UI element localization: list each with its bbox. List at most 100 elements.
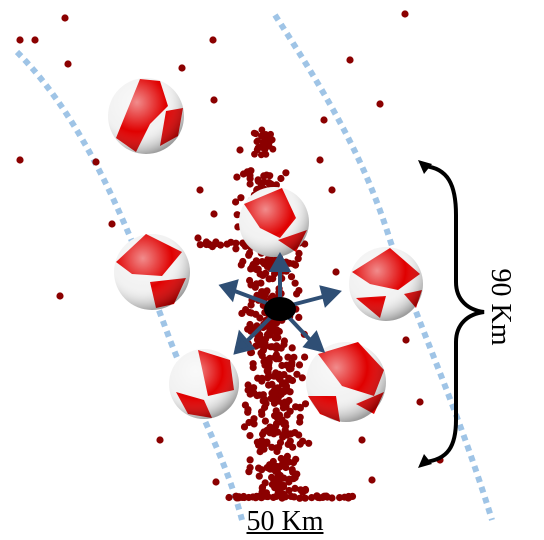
event-dot bbox=[261, 140, 269, 147]
event-dot bbox=[263, 356, 271, 364]
event-dot bbox=[252, 258, 260, 267]
event-dot bbox=[254, 374, 262, 382]
event-dot bbox=[320, 116, 328, 124]
event-dot bbox=[259, 391, 267, 399]
event-dot bbox=[278, 494, 286, 502]
event-dot bbox=[257, 151, 265, 159]
event-dot bbox=[295, 249, 303, 257]
fault-boundary-left bbox=[14, 49, 245, 521]
event-dot bbox=[416, 398, 424, 406]
event-dot bbox=[328, 494, 336, 502]
event-dot bbox=[263, 439, 271, 447]
event-dot bbox=[269, 145, 277, 153]
event-dot bbox=[238, 309, 246, 317]
event-dot bbox=[254, 137, 262, 145]
event-dot bbox=[250, 415, 258, 423]
event-dot bbox=[276, 439, 285, 447]
width-scale-label: 50 Km bbox=[246, 506, 324, 537]
event-dot bbox=[108, 220, 116, 228]
event-dot bbox=[290, 493, 298, 501]
event-dot bbox=[232, 198, 240, 206]
event-dot bbox=[196, 186, 204, 194]
event-dot bbox=[273, 444, 281, 452]
event-dot bbox=[253, 336, 262, 344]
event-dot bbox=[64, 60, 72, 68]
event-dot bbox=[277, 454, 285, 463]
event-dot bbox=[286, 437, 294, 445]
event-dot bbox=[247, 348, 256, 357]
event-dot bbox=[258, 126, 266, 134]
event-dot bbox=[266, 172, 274, 180]
event-dot bbox=[305, 439, 313, 447]
event-dot bbox=[251, 150, 258, 158]
event-dot bbox=[301, 494, 309, 502]
event-dot bbox=[239, 170, 248, 178]
focal-mechanism-icon bbox=[306, 342, 386, 422]
event-dot bbox=[246, 456, 254, 464]
event-dot bbox=[246, 180, 254, 188]
event-dot bbox=[268, 380, 276, 388]
event-dot bbox=[261, 146, 269, 154]
event-dot bbox=[210, 96, 218, 104]
event-dot bbox=[259, 430, 267, 438]
event-dot bbox=[239, 257, 247, 266]
event-dot bbox=[319, 493, 327, 501]
event-dot bbox=[296, 403, 304, 411]
event-dot bbox=[267, 343, 275, 351]
event-dot bbox=[247, 265, 255, 273]
focal-mechanism-icon bbox=[239, 187, 309, 257]
event-dot bbox=[262, 131, 270, 138]
event-dot bbox=[301, 400, 310, 408]
event-dot bbox=[261, 417, 269, 425]
event-dot bbox=[277, 174, 285, 183]
event-dot bbox=[250, 384, 258, 392]
event-dot bbox=[376, 100, 384, 108]
event-dot bbox=[261, 479, 269, 487]
event-dot bbox=[257, 349, 265, 357]
event-dot bbox=[272, 345, 280, 353]
fault-boundary-right bbox=[272, 13, 495, 521]
event-dot bbox=[254, 145, 262, 153]
event-dot bbox=[288, 466, 296, 474]
event-dot bbox=[289, 443, 297, 451]
event-dot bbox=[286, 407, 294, 415]
event-dot bbox=[246, 175, 254, 183]
event-dot bbox=[258, 466, 266, 474]
event-dot bbox=[295, 313, 303, 321]
event-dot bbox=[16, 156, 24, 164]
event-dot bbox=[260, 178, 268, 186]
event-dot bbox=[233, 494, 241, 502]
event-dot bbox=[178, 64, 186, 72]
event-dot bbox=[268, 473, 276, 481]
event-dot bbox=[296, 440, 304, 448]
event-dot bbox=[31, 36, 39, 44]
event-dot bbox=[269, 394, 277, 402]
length-bracket bbox=[423, 164, 485, 464]
event-dot bbox=[260, 172, 268, 180]
event-dot bbox=[285, 365, 294, 373]
event-dot bbox=[274, 473, 282, 481]
event-dot bbox=[262, 335, 270, 343]
event-dot bbox=[358, 436, 366, 444]
event-dot bbox=[246, 308, 254, 317]
event-dot bbox=[246, 432, 254, 440]
event-dot bbox=[289, 260, 297, 268]
event-dot bbox=[316, 156, 324, 164]
event-dot bbox=[246, 276, 254, 285]
event-dot bbox=[156, 436, 164, 444]
event-dot bbox=[296, 494, 304, 502]
event-dot bbox=[209, 36, 217, 44]
event-dot bbox=[287, 273, 296, 281]
event-dot bbox=[295, 361, 304, 369]
event-dot bbox=[262, 269, 270, 277]
event-dot bbox=[282, 169, 290, 177]
event-dot bbox=[291, 279, 299, 287]
event-dot bbox=[296, 413, 304, 421]
event-dot bbox=[257, 494, 265, 502]
event-dot bbox=[264, 374, 272, 382]
event-dot bbox=[257, 279, 265, 287]
event-dot bbox=[266, 256, 275, 264]
event-dot bbox=[272, 181, 280, 189]
event-dot bbox=[346, 56, 354, 64]
